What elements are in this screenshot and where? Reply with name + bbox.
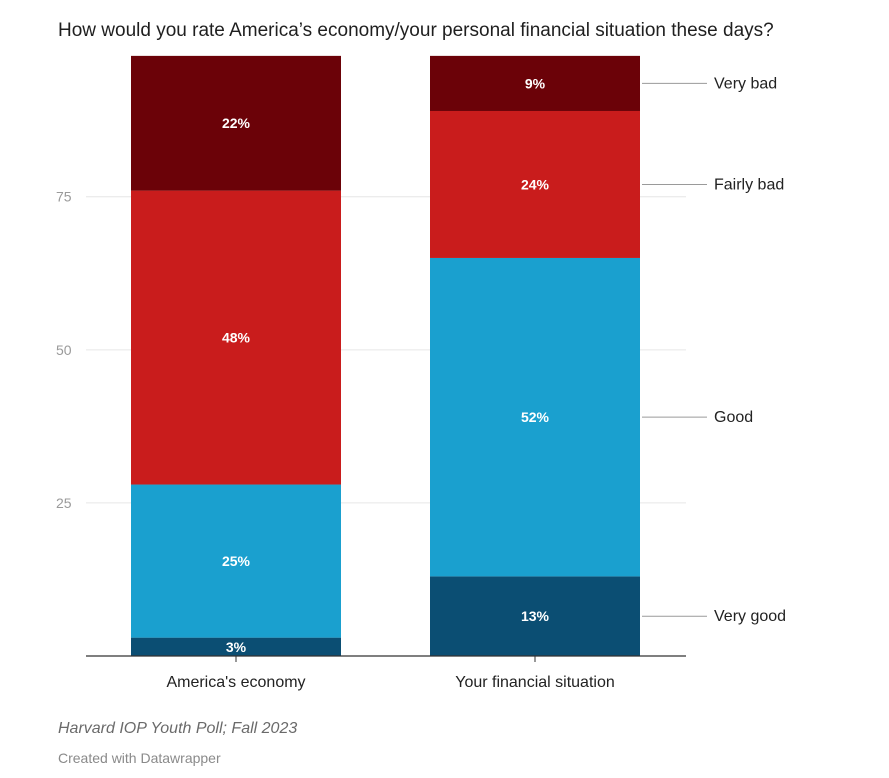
data-label-very-good-0: 3% — [226, 639, 247, 655]
source-note: Harvard IOP Youth Poll; Fall 2023 — [58, 720, 298, 737]
bar-segment-very-bad-1 — [430, 55, 640, 111]
bar-segment-fairly-bad-0 — [131, 190, 341, 485]
y-tick-label-50: 50 — [56, 342, 72, 358]
bar-segment-very-good-1 — [430, 576, 640, 656]
legend-label-very-good: Very good — [714, 608, 786, 625]
data-label-very-bad-1: 9% — [525, 75, 546, 91]
segment-labels: 3% 25% 48% 22% 13% 52% 24% 9% — [222, 75, 550, 654]
bar-segment-very-good-0 — [131, 637, 341, 656]
bar-segment-good-1 — [430, 257, 640, 577]
bars — [131, 55, 640, 656]
y-tick-label-25: 25 — [56, 495, 72, 511]
legend: Very good Good Fairly bad Very bad — [642, 75, 786, 625]
data-label-good-1: 52% — [521, 409, 550, 425]
data-label-fairly-bad-1: 24% — [521, 176, 550, 192]
y-tick-label-75: 75 — [56, 189, 72, 205]
data-label-fairly-bad-0: 48% — [222, 330, 251, 346]
legend-label-very-bad: Very bad — [714, 75, 777, 92]
bar-segment-very-bad-0 — [131, 55, 341, 191]
axes: America's economy Your financial situatio… — [86, 655, 686, 691]
chart-title: How would you rate America’s economy/you… — [58, 20, 774, 41]
x-category-label-1: Your financial situation — [455, 674, 615, 691]
data-label-very-good-1: 13% — [521, 608, 550, 624]
legend-label-fairly-bad: Fairly bad — [714, 176, 784, 193]
bar-segment-fairly-bad-1 — [430, 110, 640, 258]
credit-note: Created with Datawrapper — [58, 750, 221, 766]
data-label-good-0: 25% — [222, 553, 251, 569]
x-category-label-0: America's economy — [166, 674, 305, 691]
legend-label-good: Good — [714, 409, 753, 426]
bar-segment-good-0 — [131, 484, 341, 638]
data-label-very-bad-0: 22% — [222, 115, 251, 131]
